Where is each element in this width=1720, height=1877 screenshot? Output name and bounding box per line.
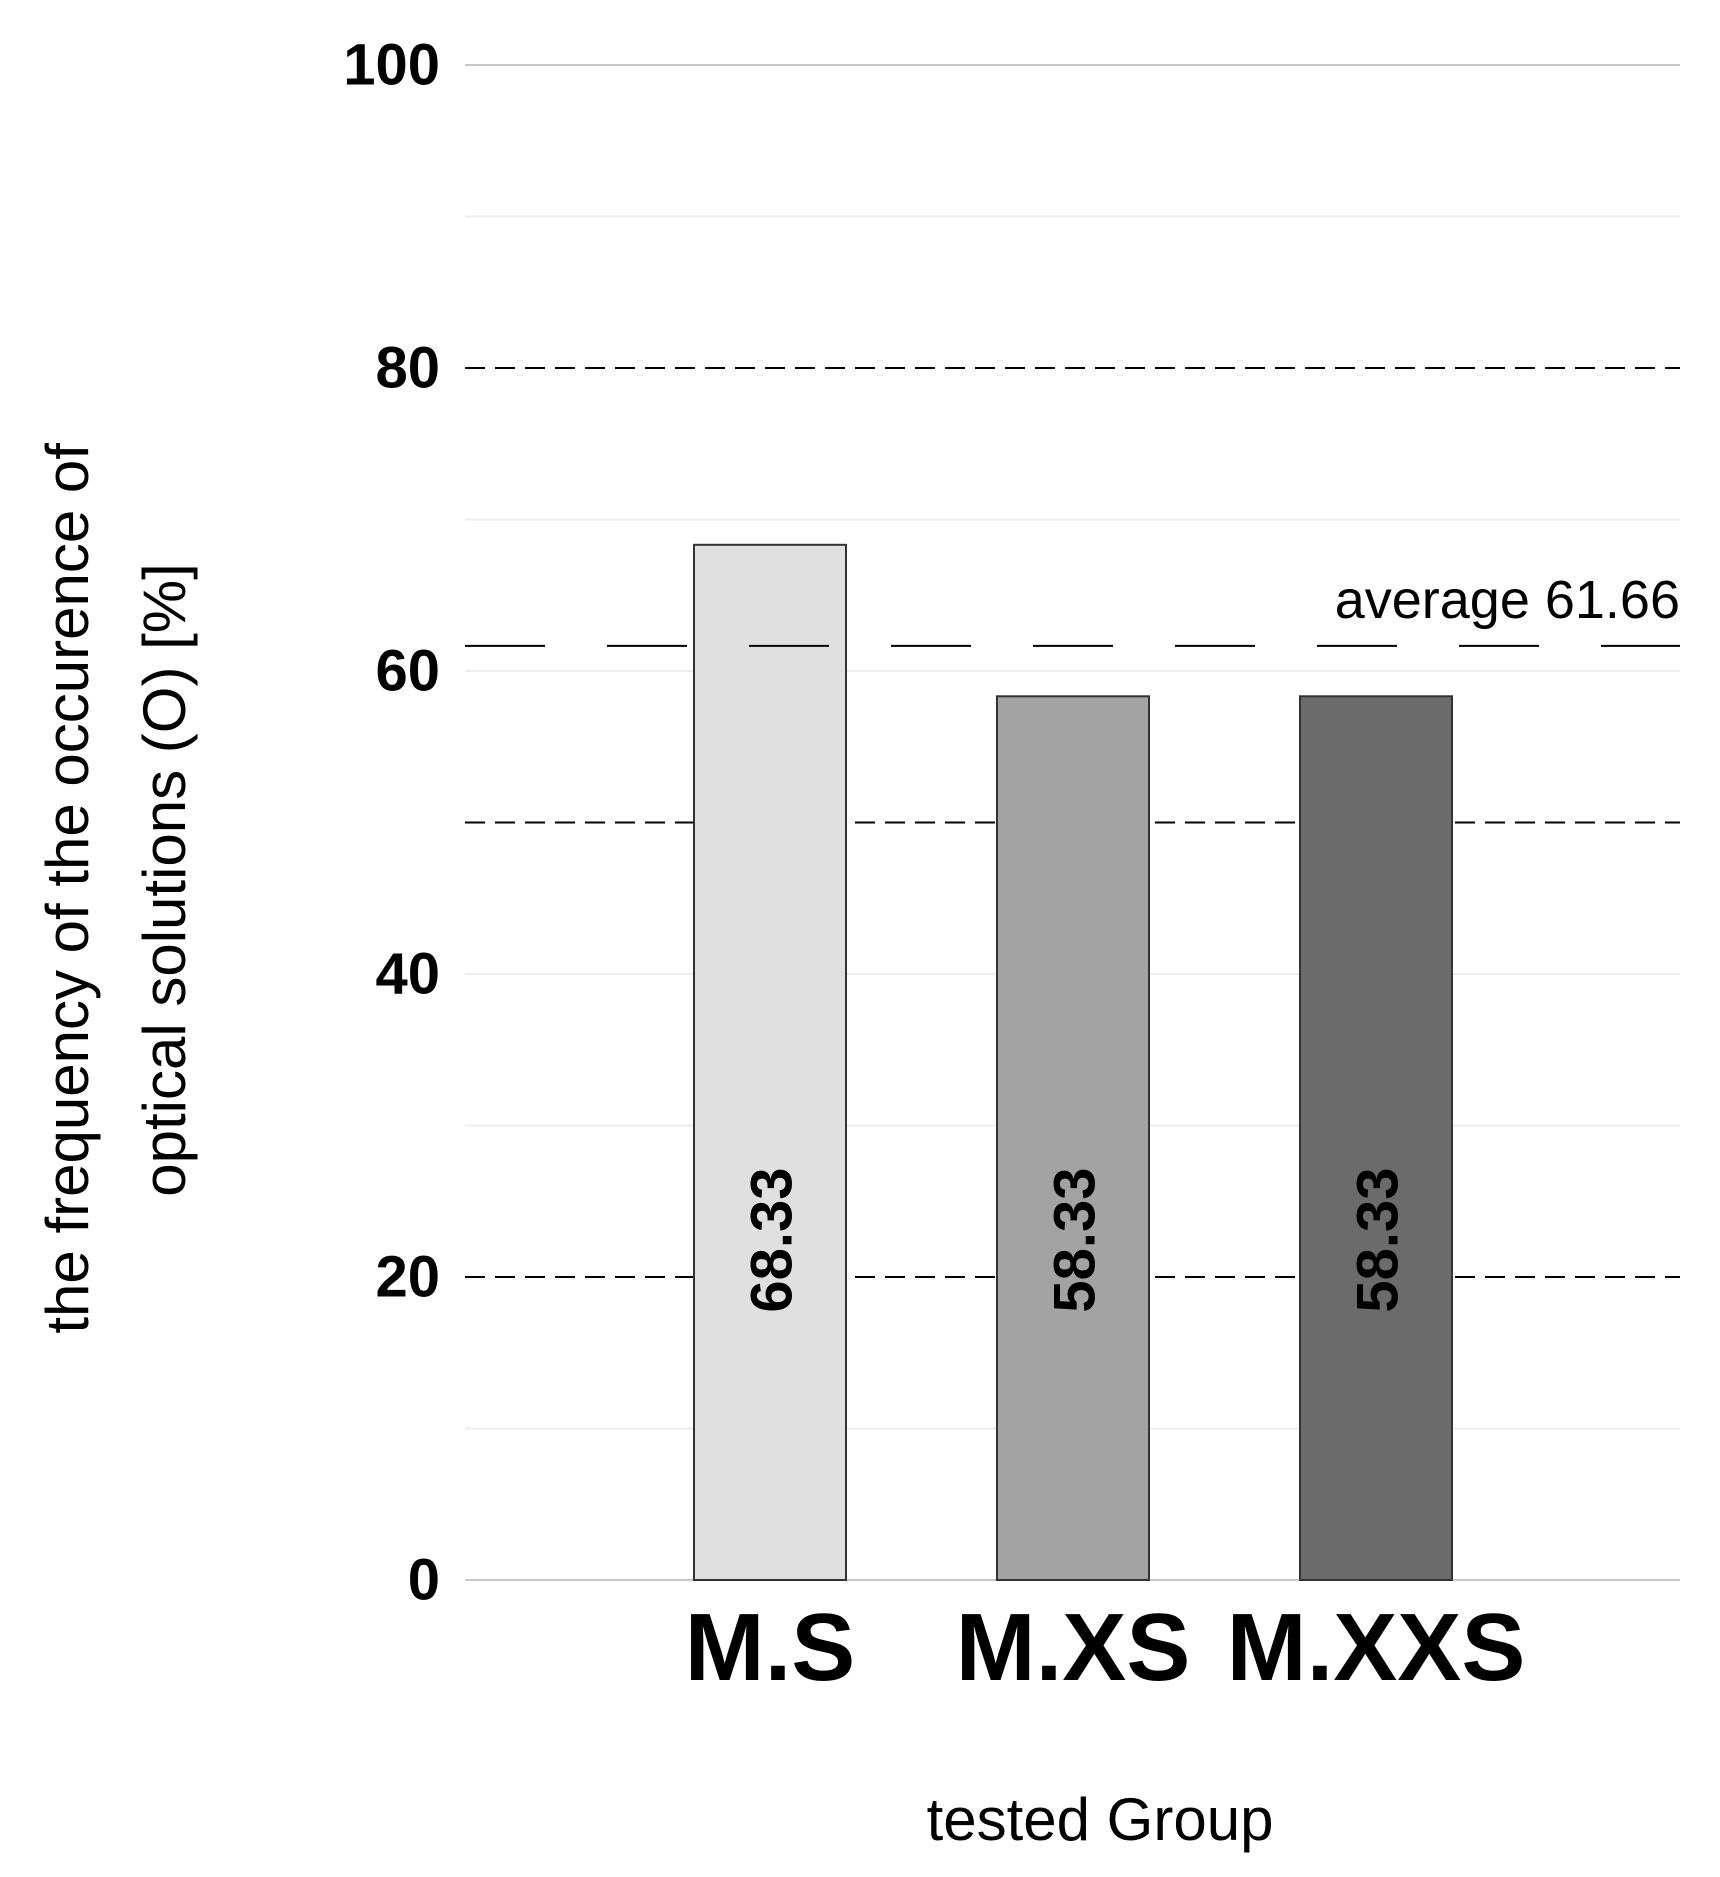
bar-m-s — [693, 543, 847, 1581]
bar-value-label: 58.33 — [1043, 1167, 1108, 1312]
bars: 68.33 58.33 58.33 — [693, 543, 1453, 1581]
y-axis-title-line-2: optical solutions (O) [%] — [131, 563, 198, 1197]
x-axis-ticks: M.S M.XS M.XXS — [685, 1594, 1526, 1701]
average-line-group: average 61.66 — [465, 570, 1680, 647]
average-label: average 61.66 — [1335, 570, 1680, 630]
x-tick-label: M.XS — [956, 1594, 1191, 1701]
bar-m-xs — [996, 695, 1150, 1581]
x-axis-title: tested Group — [927, 1786, 1274, 1853]
y-axis-title: the frequency of the occurence of optica… — [34, 426, 198, 1333]
x-tick-label: M.S — [685, 1594, 856, 1701]
bar-m-xxs — [1299, 695, 1453, 1581]
bar-value-label: 68.33 — [740, 1167, 805, 1312]
y-tick-label: 60 — [375, 639, 440, 704]
bar-value-label: 58.33 — [1346, 1167, 1411, 1312]
y-tick-label: 20 — [375, 1245, 440, 1310]
y-axis-title-line-1: the frequency of the occurence of — [34, 443, 101, 1334]
y-tick-label: 80 — [375, 336, 440, 401]
y-tick-label: 0 — [408, 1548, 440, 1613]
x-tick-label: M.XXS — [1227, 1594, 1526, 1701]
y-tick-label: 100 — [343, 33, 440, 98]
y-axis-ticks: 0 20 40 60 80 100 — [343, 33, 440, 1613]
y-tick-label: 40 — [375, 942, 440, 1007]
